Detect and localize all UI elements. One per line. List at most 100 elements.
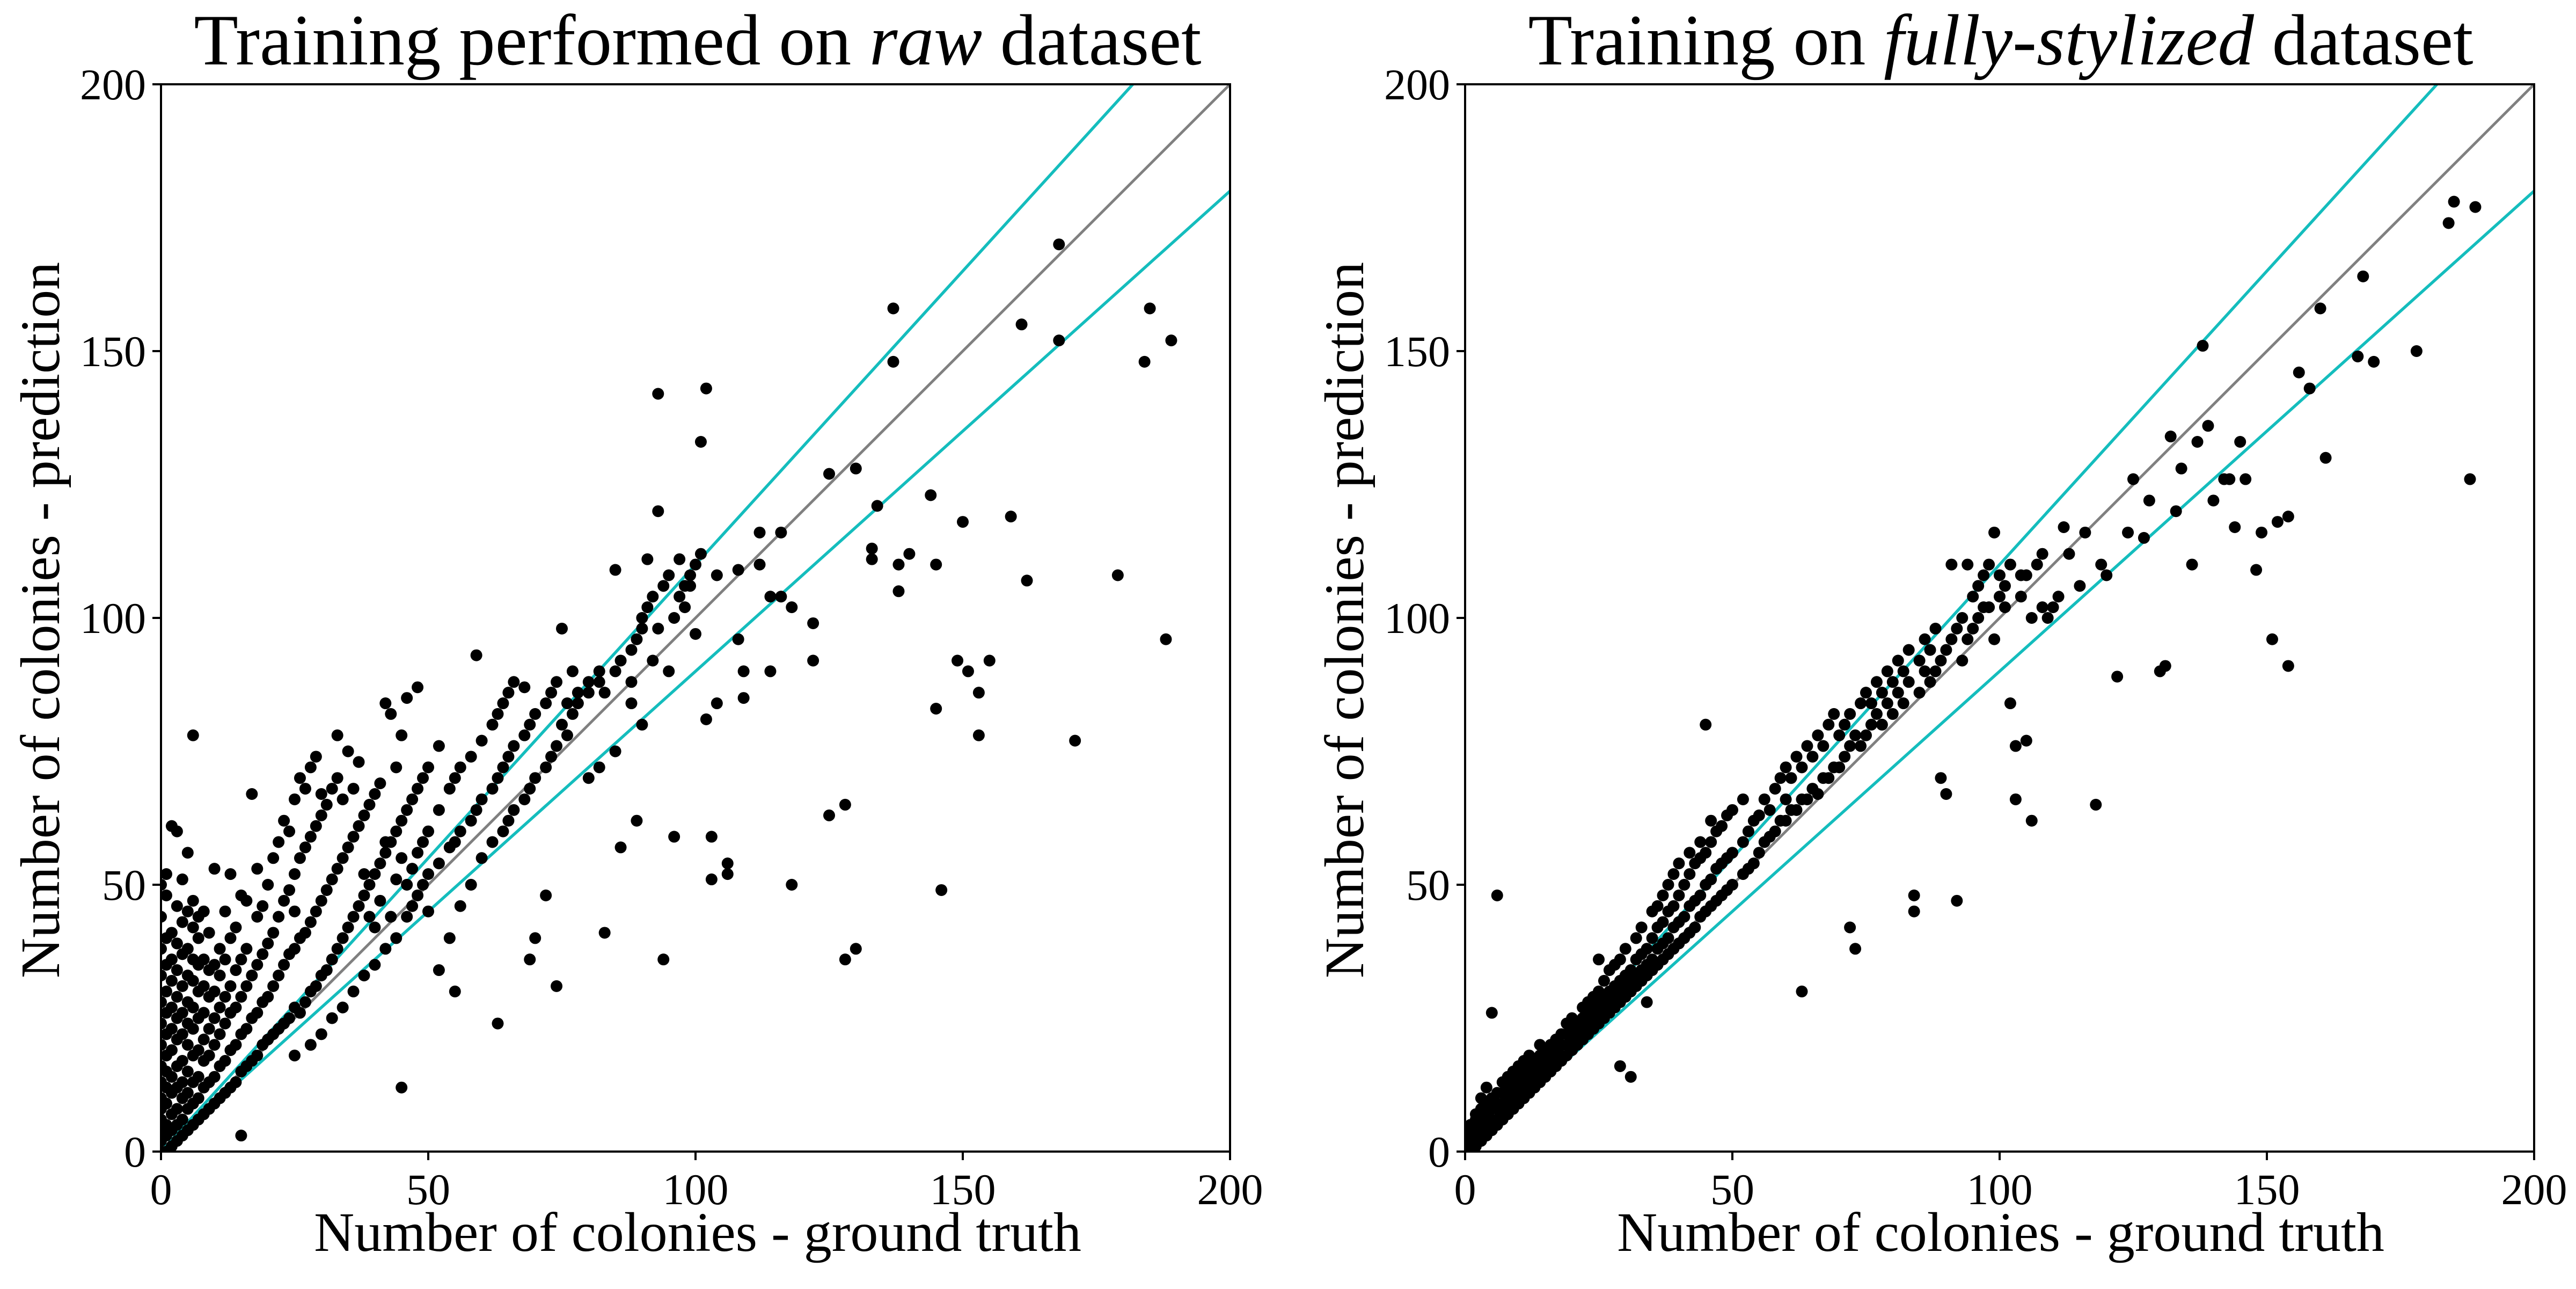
data-point (214, 969, 226, 981)
data-point (711, 697, 723, 710)
data-point (540, 761, 552, 774)
x-tick-label: 100 (663, 1165, 729, 1214)
data-point (705, 873, 718, 886)
data-point (690, 558, 701, 571)
data-point (529, 772, 541, 784)
data-point (181, 905, 194, 917)
data-point (181, 943, 194, 955)
data-point (732, 633, 744, 645)
data-point (641, 553, 654, 565)
data-point (1940, 644, 1952, 656)
data-point (935, 884, 948, 896)
data-point (609, 745, 621, 758)
data-point (1865, 697, 1877, 710)
data-point (1753, 847, 1765, 859)
data-point (278, 894, 290, 907)
data-point (192, 932, 204, 944)
data-point (299, 927, 311, 939)
data-point (208, 863, 221, 875)
data-point (663, 569, 675, 581)
data-point (214, 1028, 226, 1040)
data-point (492, 1017, 504, 1030)
data-point (235, 953, 247, 966)
data-point (326, 1012, 338, 1024)
data-point (871, 500, 883, 512)
data-point (2250, 564, 2263, 576)
plot-marks (161, 84, 1230, 1152)
data-point (475, 852, 488, 864)
data-point (1865, 718, 1877, 731)
data-point (1641, 996, 1653, 1008)
data-point (331, 863, 343, 875)
data-point (363, 911, 376, 923)
data-point (652, 622, 664, 635)
data-point (2229, 521, 2241, 534)
y-tick-label: 50 (102, 861, 146, 909)
data-point (598, 927, 611, 939)
data-point (385, 911, 397, 923)
data-point (1678, 879, 1690, 891)
data-point (208, 1039, 221, 1051)
data-point (1956, 612, 1968, 624)
data-point (310, 905, 322, 917)
data-point (161, 1097, 172, 1110)
data-point (374, 894, 386, 907)
data-point (347, 985, 360, 997)
x-tick-label: 200 (1197, 1165, 1263, 1214)
data-point (304, 916, 317, 928)
data-point (347, 783, 360, 795)
data-point (1769, 783, 1781, 795)
data-point (353, 820, 365, 832)
x-tick-label: 0 (1454, 1165, 1476, 1214)
data-point (545, 687, 558, 699)
data-point (257, 948, 269, 960)
data-point (230, 964, 242, 977)
x-tick-label: 50 (1710, 1165, 1754, 1214)
data-point (310, 751, 322, 763)
data-point (192, 1092, 204, 1104)
data-point (652, 388, 664, 400)
data-point (240, 894, 253, 907)
data-point (1769, 825, 1781, 838)
data-point (625, 644, 638, 656)
data-point (1705, 873, 1717, 886)
data-point (1790, 804, 1803, 816)
data-point (1780, 814, 1792, 827)
data-point (443, 932, 456, 944)
data-point (518, 681, 531, 694)
data-point (486, 718, 499, 731)
data-point (187, 974, 199, 987)
data-point (363, 798, 376, 811)
plot-marks (1465, 84, 2534, 1152)
data-point (2293, 366, 2305, 378)
data-point (551, 980, 563, 992)
x-tick-label: 150 (2234, 1165, 2300, 1214)
data-point (347, 831, 360, 843)
data-point (363, 879, 376, 891)
y-axis-label: Number of colonies - prediction (1314, 262, 1375, 978)
data-point (230, 1039, 242, 1051)
data-point (1694, 889, 1707, 901)
data-point (417, 772, 429, 784)
data-point (1812, 729, 1824, 741)
data-point (315, 1028, 327, 1040)
data-point (310, 980, 322, 992)
data-point (2319, 451, 2332, 464)
x-tick-label: 0 (150, 1165, 172, 1214)
data-point (246, 788, 258, 800)
data-point (203, 1023, 215, 1035)
data-point (2025, 612, 2038, 624)
y-axis-label: Number of colonies - prediction (10, 262, 71, 978)
data-point (299, 783, 311, 795)
data-point (192, 1044, 204, 1057)
data-point (2197, 340, 2209, 352)
data-point (475, 793, 488, 805)
data-point (465, 751, 477, 763)
data-point (887, 302, 899, 315)
data-point (540, 697, 552, 710)
data-point (251, 1007, 264, 1019)
data-point (486, 836, 499, 848)
data-point (197, 980, 210, 992)
data-point (433, 964, 445, 977)
